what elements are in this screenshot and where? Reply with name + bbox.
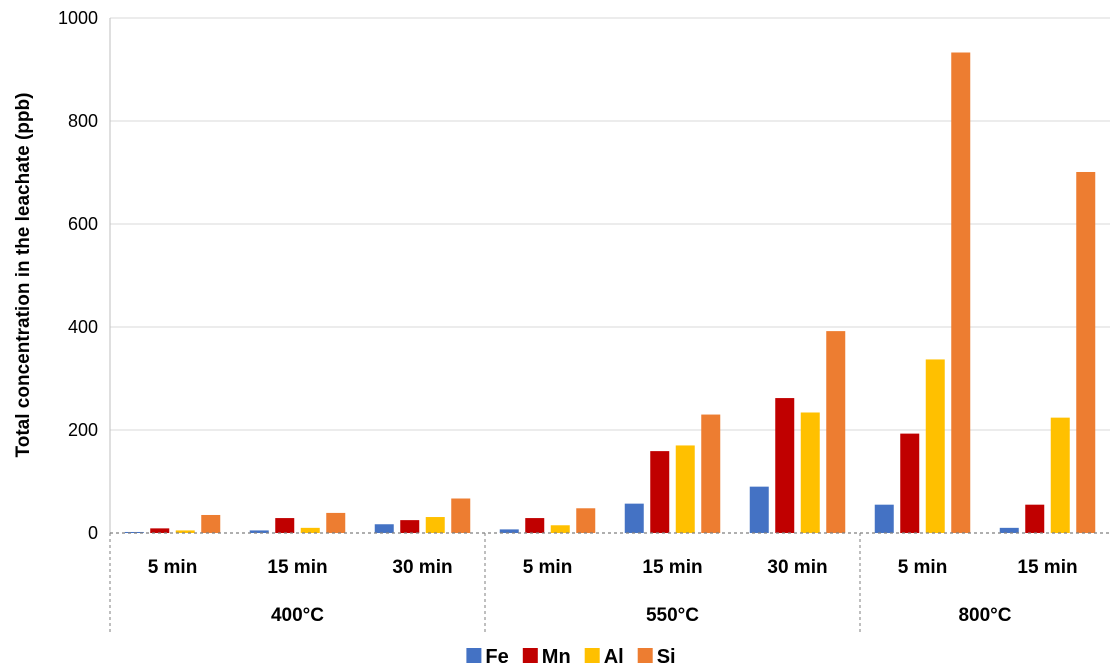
x-category-labels: 5 min 15 min 30 min 5 min 15 min 30 min 5 min 1… — [148, 557, 1078, 626]
legend: Fe Mn Al Si — [466, 646, 676, 668]
x-category-label: 30 min — [767, 557, 827, 578]
y-tick-label: 400 — [68, 317, 98, 337]
bar-si — [326, 512, 346, 533]
legend-label: Mn — [542, 646, 571, 668]
x-category-label: 5 min — [898, 557, 948, 578]
bar-mn — [650, 451, 670, 533]
bar-al — [925, 359, 945, 533]
legend-swatch — [522, 648, 538, 663]
y-tick-label: 800 — [68, 111, 98, 131]
x-category-label: 30 min — [392, 557, 452, 578]
x-category-label: 5 min — [148, 557, 198, 578]
bar-fe — [374, 524, 394, 533]
bar-si — [951, 52, 971, 533]
x-category-label: 5 min — [523, 557, 573, 578]
bar-al — [550, 525, 570, 533]
bars — [124, 52, 1096, 534]
legend-swatch — [466, 648, 482, 663]
y-tick-label: 0 — [88, 523, 98, 543]
bar-mn — [775, 398, 795, 533]
bar-si — [1076, 171, 1096, 534]
x-category-label: 15 min — [642, 557, 702, 578]
legend-swatch — [584, 648, 600, 663]
y-tick-labels: 0 200 400 600 800 1000 — [58, 8, 98, 543]
bar-mn — [400, 520, 420, 534]
x-group-label: 550°C — [646, 605, 699, 626]
bar-al — [425, 517, 445, 533]
bar-al — [175, 530, 195, 533]
bar-si — [826, 331, 846, 533]
bar-si — [701, 414, 721, 533]
bar-mn — [1025, 504, 1045, 533]
legend-label: Al — [604, 646, 624, 668]
bar-si — [576, 508, 596, 533]
bar-mn — [150, 528, 170, 533]
bar-si — [201, 514, 221, 533]
x-category-label: 15 min — [1017, 557, 1077, 578]
bar-al — [1050, 417, 1070, 533]
y-tick-label: 600 — [68, 214, 98, 234]
bar-si — [451, 498, 471, 533]
bar-fe — [749, 486, 769, 533]
x-group-label: 400°C — [271, 605, 324, 626]
axes — [109, 18, 1110, 632]
x-group-label: 800°C — [958, 605, 1011, 626]
bar-mn — [275, 518, 295, 533]
x-category-label: 15 min — [267, 557, 327, 578]
legend-label: Si — [657, 646, 676, 668]
legend-swatch — [637, 648, 653, 663]
bar-fe — [249, 530, 269, 533]
y-axis-label: Total concentration in the leachate (ppb… — [13, 93, 34, 458]
bar-al — [300, 527, 320, 533]
y-tick-label: 200 — [68, 420, 98, 440]
bar-fe — [999, 527, 1019, 533]
bar-mn — [525, 518, 545, 533]
bar-fe — [624, 503, 644, 533]
bar-fe — [499, 529, 519, 533]
y-tick-label: 1000 — [58, 8, 98, 28]
bar-mn — [900, 433, 920, 533]
bar-fe — [874, 504, 894, 533]
bar-al — [675, 445, 695, 533]
legend-label: Fe — [485, 646, 508, 668]
bar-al — [800, 412, 820, 533]
